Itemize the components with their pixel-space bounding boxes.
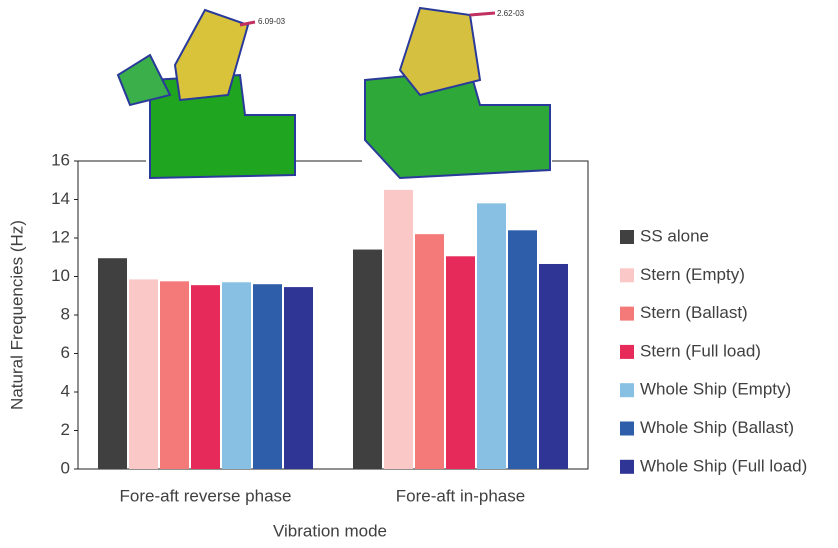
bar — [508, 230, 537, 469]
legend-swatch — [620, 307, 634, 321]
legend-label: Stern (Full load) — [640, 341, 761, 360]
y-axis-label: Natural Frequencies (Hz) — [7, 220, 26, 410]
bar — [129, 279, 158, 469]
legend-swatch — [620, 345, 634, 359]
bar — [191, 285, 220, 469]
bar — [384, 190, 413, 469]
legend-label: SS alone — [640, 226, 709, 245]
y-tick-label: 0 — [61, 458, 70, 477]
legend-label: Whole Ship (Empty) — [640, 380, 791, 399]
bar — [353, 250, 382, 469]
bar — [415, 234, 444, 469]
y-tick-label: 16 — [51, 150, 70, 169]
x-axis-label: Vibration mode — [273, 521, 387, 540]
x-tick-label: Fore-aft reverse phase — [120, 486, 292, 505]
fe-model-image-1: 6.09-03 — [118, 10, 296, 178]
legend-label: Stern (Empty) — [640, 265, 745, 284]
bar — [160, 281, 189, 469]
legend-swatch — [620, 230, 634, 244]
bar — [98, 258, 127, 469]
legend-swatch — [620, 422, 634, 436]
y-tick-label: 2 — [61, 420, 70, 439]
y-tick-label: 14 — [51, 189, 70, 208]
fe-model-image-2: 2.62-03 — [362, 8, 552, 178]
legend-label: Whole Ship (Ballast) — [640, 418, 794, 437]
y-tick-label: 10 — [51, 266, 70, 285]
bar — [539, 264, 568, 469]
y-tick-label: 8 — [61, 304, 70, 323]
legend-label: Whole Ship (Full load) — [640, 456, 807, 475]
chart: Natural Frequencies (Hz) Vibration mode … — [0, 0, 838, 543]
bar — [222, 282, 251, 469]
legend-swatch — [620, 268, 634, 282]
x-tick-label: Fore-aft in-phase — [396, 486, 525, 505]
bar — [477, 203, 506, 469]
annotation: 6.09-03 — [258, 17, 286, 26]
y-tick-label: 12 — [51, 227, 70, 246]
annotation: 2.62-03 — [497, 9, 525, 18]
legend-swatch — [620, 460, 634, 474]
bar — [253, 284, 282, 469]
legend-label: Stern (Ballast) — [640, 303, 748, 322]
y-tick-label: 6 — [61, 343, 70, 362]
bar — [446, 256, 475, 469]
bar — [284, 287, 313, 469]
y-tick-label: 4 — [61, 381, 70, 400]
legend-swatch — [620, 383, 634, 397]
